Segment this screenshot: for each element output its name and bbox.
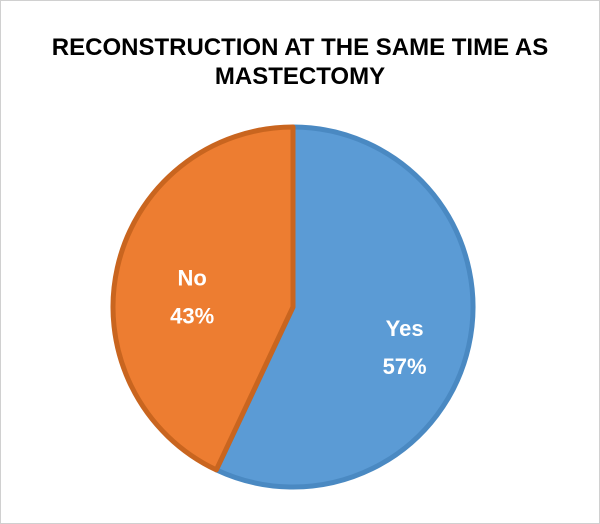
slice-label-no: No: [178, 265, 207, 290]
slice-percent-no: 43%: [170, 303, 214, 328]
chart-title: RECONSTRUCTION AT THE SAME TIME AS MASTE…: [1, 33, 599, 91]
chart-title-line-2: MASTECTOMY: [214, 63, 386, 90]
pie-slice-no: [110, 124, 296, 473]
slice-percent-yes: 57%: [383, 354, 427, 379]
pie-slice-yes: [213, 124, 476, 490]
pie-slices: [110, 124, 476, 490]
chart-title-line-1: RECONSTRUCTION AT THE SAME TIME AS: [51, 34, 549, 61]
slice-label-yes: Yes: [386, 316, 424, 341]
pie-labels: Yes 57% No 43%: [170, 265, 426, 378]
